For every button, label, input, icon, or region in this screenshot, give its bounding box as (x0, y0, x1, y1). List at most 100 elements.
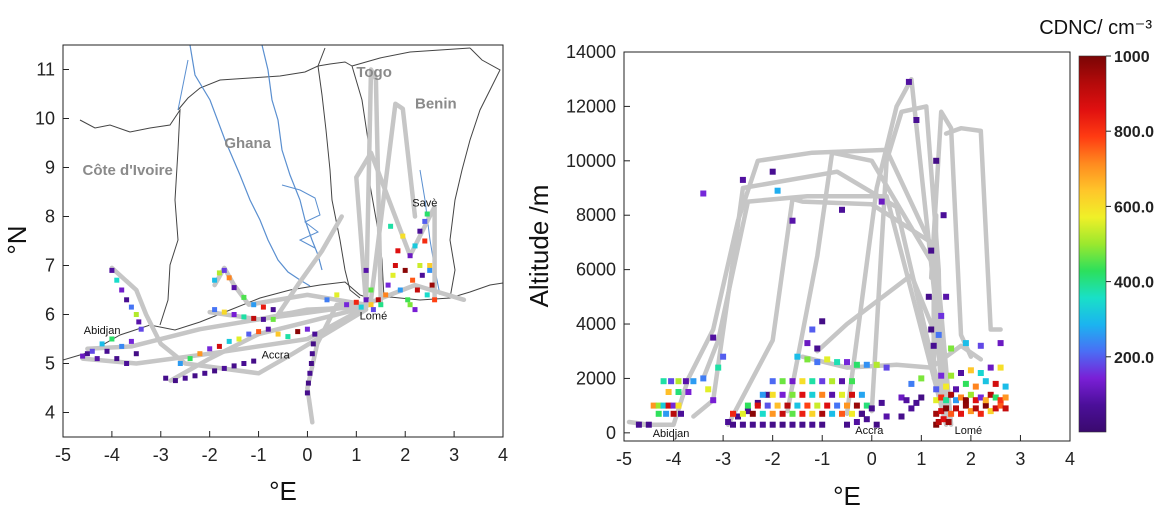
altitude-cdnc-point (863, 402, 870, 409)
altitude-cdnc-point (665, 402, 672, 409)
map-cdnc-points (80, 211, 438, 396)
map-cdnc-point (304, 326, 310, 332)
map-cdnc-point (368, 287, 374, 293)
map-country-label: Côte d'Ivoire (83, 162, 173, 179)
map-cdnc-point (270, 307, 276, 313)
map-cdnc-point (427, 267, 433, 273)
map-cdnc-point (405, 297, 411, 303)
map-x-tick-label: -2 (202, 445, 218, 465)
map-cdnc-point (99, 341, 105, 347)
map-cdnc-point (275, 331, 281, 337)
colorbar-tick-label: 400.0 (1114, 275, 1154, 292)
map-flight-track-10 (354, 150, 437, 307)
altitude-cdnc-point (759, 421, 766, 428)
map-cdnc-point (80, 353, 86, 359)
map-cdnc-point (400, 233, 406, 239)
altitude-cdnc-point (982, 397, 989, 404)
altitude-x-tick-label: 4 (1065, 449, 1075, 469)
altitude-cdnc-point (918, 394, 925, 401)
map-cdnc-point (114, 277, 120, 283)
map-cdnc-point (256, 329, 262, 335)
altitude-cdnc-point (953, 405, 959, 412)
map-flight-tracks (80, 67, 467, 425)
map-flight-track-9 (368, 101, 418, 303)
map-cdnc-point (182, 375, 188, 381)
map-river-2 (261, 45, 323, 271)
colorbar-tick-label: 1000 (1114, 49, 1150, 66)
altitude-cdnc-point (992, 405, 999, 412)
altitude-y-title: Altitude /m (524, 185, 554, 308)
altitude-cdnc-point (710, 397, 717, 404)
altitude-y-tick-label: 4000 (576, 314, 616, 334)
colorbar-tick-label: 200.0 (1114, 350, 1154, 367)
altitude-cdnc-point (908, 380, 915, 387)
altitude-cdnc-point (948, 410, 955, 417)
altitude-cdnc-point (997, 397, 1004, 404)
map-y-tick-label: 11 (36, 60, 55, 80)
altitude-cdnc-point (938, 312, 945, 319)
altitude-cdnc-point (997, 402, 1004, 409)
altitude-cdnc-point (829, 410, 836, 417)
map-x-tick-label: 3 (449, 445, 459, 465)
altitude-cdnc-point (725, 419, 732, 425)
altitude-cdnc-point (794, 353, 801, 360)
map-cdnc-point (84, 351, 90, 357)
altitude-flight-tracks (626, 76, 1003, 427)
map-x-tick-label: -4 (104, 445, 120, 465)
altitude-cdnc-point (774, 402, 781, 409)
altitude-cdnc-point (839, 206, 845, 213)
altitude-cdnc-point (987, 391, 994, 398)
map-cdnc-point (197, 351, 203, 357)
map-cdnc-point (246, 331, 252, 337)
map-cdnc-point (212, 277, 218, 283)
map-cdnc-point (378, 302, 384, 308)
map-cdnc-point (412, 243, 418, 249)
map-cdnc-point (202, 370, 208, 376)
map-cdnc-point (89, 348, 95, 354)
map-river-4 (177, 59, 189, 111)
colorbar-title: CDNC/ cm⁻³ (1039, 17, 1152, 39)
map-cdnc-point (363, 297, 369, 303)
map-cdnc-point (251, 358, 257, 364)
map-cdnc-point (424, 292, 430, 298)
map-cdnc-point (124, 297, 130, 303)
map-cdnc-point (260, 316, 266, 322)
altitude-cdnc-point (769, 410, 776, 417)
altitude-cdnc-point (938, 372, 945, 379)
altitude-cdnc-point (940, 212, 947, 219)
altitude-cdnc-point (769, 168, 776, 175)
map-cdnc-point (216, 270, 222, 276)
map-cdnc-point (427, 263, 433, 268)
altitude-cdnc-point (992, 380, 999, 387)
altitude-cdnc-point (997, 340, 1004, 347)
map-flight-track-8 (363, 67, 384, 307)
altitude-cdnc-point (982, 402, 989, 409)
altitude-cdnc-point (668, 378, 675, 385)
map-river-3 (281, 184, 321, 249)
map-cdnc-point (307, 370, 313, 376)
altitude-cdnc-point (997, 364, 1004, 371)
map-y-tick-label: 4 (45, 403, 55, 423)
map-y-tick-label: 6 (45, 305, 55, 325)
altitude-cdnc-point (962, 380, 969, 387)
altitude-cdnc-point (819, 378, 826, 385)
altitude-cdnc-point (858, 391, 865, 398)
altitude-cdnc-point (682, 378, 689, 385)
altitude-cdnc-point (930, 342, 937, 349)
altitude-cdnc-point (720, 353, 727, 360)
altitude-y-tick-label: 6000 (576, 260, 616, 280)
altitude-frame (623, 51, 1071, 442)
altitude-cdnc-point (779, 378, 786, 385)
altitude-cdnc-point (804, 356, 811, 363)
altitude-cdnc-point (883, 413, 890, 420)
altitude-cdnc-point (925, 293, 932, 300)
map-x-tick-label: 1 (351, 445, 361, 465)
altitude-cdnc-point (967, 408, 974, 415)
map-cdnc-point (119, 343, 125, 349)
altitude-cdnc-point (839, 378, 845, 385)
altitude-x-tick-label: 1 (916, 449, 926, 469)
map-cdnc-point (305, 380, 311, 386)
map-border-togo-north (317, 61, 353, 67)
altitude-cdnc-point (675, 389, 682, 395)
map-cdnc-point (124, 361, 130, 366)
